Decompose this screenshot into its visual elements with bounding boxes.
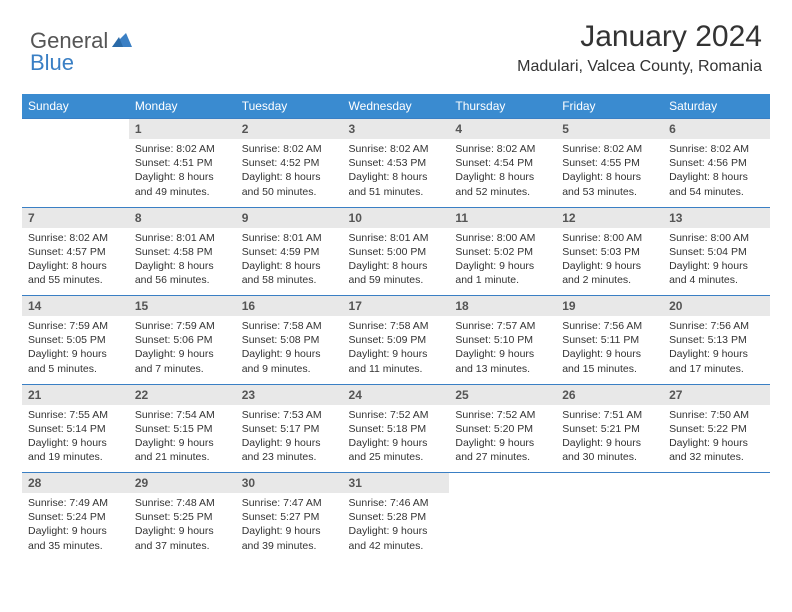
month-title: January 2024 (517, 20, 762, 54)
day-content-cell: Sunrise: 7:51 AMSunset: 5:21 PMDaylight:… (556, 405, 663, 473)
day-number-cell: 6 (663, 119, 770, 140)
day-number-cell: 15 (129, 296, 236, 317)
weekday-header: Thursday (449, 94, 556, 119)
day-number-cell: 14 (22, 296, 129, 317)
day-content-cell (556, 493, 663, 561)
day-number-cell: 9 (236, 207, 343, 228)
day-content-cell: Sunrise: 8:02 AMSunset: 4:53 PMDaylight:… (343, 139, 450, 207)
day-number-cell: 2 (236, 119, 343, 140)
day-number-cell: 19 (556, 296, 663, 317)
day-content-cell: Sunrise: 7:59 AMSunset: 5:06 PMDaylight:… (129, 316, 236, 384)
day-content-cell: Sunrise: 7:58 AMSunset: 5:08 PMDaylight:… (236, 316, 343, 384)
day-content-cell: Sunrise: 8:02 AMSunset: 4:51 PMDaylight:… (129, 139, 236, 207)
day-content-cell: Sunrise: 7:47 AMSunset: 5:27 PMDaylight:… (236, 493, 343, 561)
day-content-cell: Sunrise: 7:56 AMSunset: 5:13 PMDaylight:… (663, 316, 770, 384)
brand-triangle-icon (112, 31, 132, 52)
day-number-cell: 18 (449, 296, 556, 317)
weekday-header: Monday (129, 94, 236, 119)
weekday-header: Wednesday (343, 94, 450, 119)
day-number-cell: 7 (22, 207, 129, 228)
day-number-cell: 11 (449, 207, 556, 228)
daynum-row: 28293031 (22, 473, 770, 494)
location-text: Madulari, Valcea County, Romania (517, 58, 762, 76)
day-content-cell: Sunrise: 8:01 AMSunset: 4:59 PMDaylight:… (236, 228, 343, 296)
day-number-cell: 17 (343, 296, 450, 317)
day-content-cell: Sunrise: 8:02 AMSunset: 4:55 PMDaylight:… (556, 139, 663, 207)
header: General January 2024 Madulari, Valcea Co… (0, 0, 792, 84)
day-number-cell: 4 (449, 119, 556, 140)
day-number-cell: 13 (663, 207, 770, 228)
day-number-cell: 30 (236, 473, 343, 494)
day-number-cell: 26 (556, 384, 663, 405)
day-content-cell (663, 493, 770, 561)
day-number-cell (449, 473, 556, 494)
day-content-cell: Sunrise: 8:00 AMSunset: 5:02 PMDaylight:… (449, 228, 556, 296)
day-number-cell: 3 (343, 119, 450, 140)
daynum-row: 21222324252627 (22, 384, 770, 405)
daynum-row: 14151617181920 (22, 296, 770, 317)
content-row: Sunrise: 7:55 AMSunset: 5:14 PMDaylight:… (22, 405, 770, 473)
day-content-cell (449, 493, 556, 561)
day-number-cell: 21 (22, 384, 129, 405)
weekday-header: Tuesday (236, 94, 343, 119)
day-number-cell: 12 (556, 207, 663, 228)
day-number-cell: 16 (236, 296, 343, 317)
day-content-cell: Sunrise: 7:46 AMSunset: 5:28 PMDaylight:… (343, 493, 450, 561)
weekday-header-row: Sunday Monday Tuesday Wednesday Thursday… (22, 94, 770, 119)
day-content-cell: Sunrise: 8:00 AMSunset: 5:04 PMDaylight:… (663, 228, 770, 296)
daynum-row: 123456 (22, 119, 770, 140)
day-number-cell: 22 (129, 384, 236, 405)
day-content-cell: Sunrise: 7:57 AMSunset: 5:10 PMDaylight:… (449, 316, 556, 384)
content-row: Sunrise: 8:02 AMSunset: 4:51 PMDaylight:… (22, 139, 770, 207)
day-content-cell: Sunrise: 8:00 AMSunset: 5:03 PMDaylight:… (556, 228, 663, 296)
weekday-header: Sunday (22, 94, 129, 119)
day-content-cell: Sunrise: 7:50 AMSunset: 5:22 PMDaylight:… (663, 405, 770, 473)
day-content-cell: Sunrise: 7:56 AMSunset: 5:11 PMDaylight:… (556, 316, 663, 384)
day-content-cell: Sunrise: 7:52 AMSunset: 5:18 PMDaylight:… (343, 405, 450, 473)
day-number-cell: 23 (236, 384, 343, 405)
day-content-cell: Sunrise: 8:02 AMSunset: 4:52 PMDaylight:… (236, 139, 343, 207)
day-number-cell: 20 (663, 296, 770, 317)
day-content-cell (22, 139, 129, 207)
day-content-cell: Sunrise: 7:52 AMSunset: 5:20 PMDaylight:… (449, 405, 556, 473)
day-content-cell: Sunrise: 7:59 AMSunset: 5:05 PMDaylight:… (22, 316, 129, 384)
brand-part2: Blue (30, 50, 74, 76)
day-number-cell: 24 (343, 384, 450, 405)
day-number-cell: 10 (343, 207, 450, 228)
day-content-cell: Sunrise: 8:02 AMSunset: 4:54 PMDaylight:… (449, 139, 556, 207)
day-content-cell: Sunrise: 8:01 AMSunset: 5:00 PMDaylight:… (343, 228, 450, 296)
day-content-cell: Sunrise: 7:48 AMSunset: 5:25 PMDaylight:… (129, 493, 236, 561)
day-content-cell: Sunrise: 7:55 AMSunset: 5:14 PMDaylight:… (22, 405, 129, 473)
content-row: Sunrise: 7:59 AMSunset: 5:05 PMDaylight:… (22, 316, 770, 384)
day-number-cell: 29 (129, 473, 236, 494)
day-content-cell: Sunrise: 8:01 AMSunset: 4:58 PMDaylight:… (129, 228, 236, 296)
day-number-cell (22, 119, 129, 140)
weekday-header: Friday (556, 94, 663, 119)
day-number-cell: 28 (22, 473, 129, 494)
day-number-cell (556, 473, 663, 494)
content-row: Sunrise: 7:49 AMSunset: 5:24 PMDaylight:… (22, 493, 770, 561)
day-content-cell: Sunrise: 7:49 AMSunset: 5:24 PMDaylight:… (22, 493, 129, 561)
day-content-cell: Sunrise: 8:02 AMSunset: 4:56 PMDaylight:… (663, 139, 770, 207)
day-content-cell: Sunrise: 7:53 AMSunset: 5:17 PMDaylight:… (236, 405, 343, 473)
content-row: Sunrise: 8:02 AMSunset: 4:57 PMDaylight:… (22, 228, 770, 296)
day-number-cell: 31 (343, 473, 450, 494)
weekday-header: Saturday (663, 94, 770, 119)
day-number-cell: 1 (129, 119, 236, 140)
day-content-cell: Sunrise: 7:58 AMSunset: 5:09 PMDaylight:… (343, 316, 450, 384)
day-number-cell (663, 473, 770, 494)
daynum-row: 78910111213 (22, 207, 770, 228)
day-content-cell: Sunrise: 7:54 AMSunset: 5:15 PMDaylight:… (129, 405, 236, 473)
day-number-cell: 5 (556, 119, 663, 140)
calendar-grid: Sunday Monday Tuesday Wednesday Thursday… (22, 94, 770, 561)
brand-logo: General (30, 20, 134, 54)
title-block: January 2024 Madulari, Valcea County, Ro… (517, 20, 762, 76)
day-content-cell: Sunrise: 8:02 AMSunset: 4:57 PMDaylight:… (22, 228, 129, 296)
day-number-cell: 8 (129, 207, 236, 228)
day-number-cell: 25 (449, 384, 556, 405)
day-number-cell: 27 (663, 384, 770, 405)
